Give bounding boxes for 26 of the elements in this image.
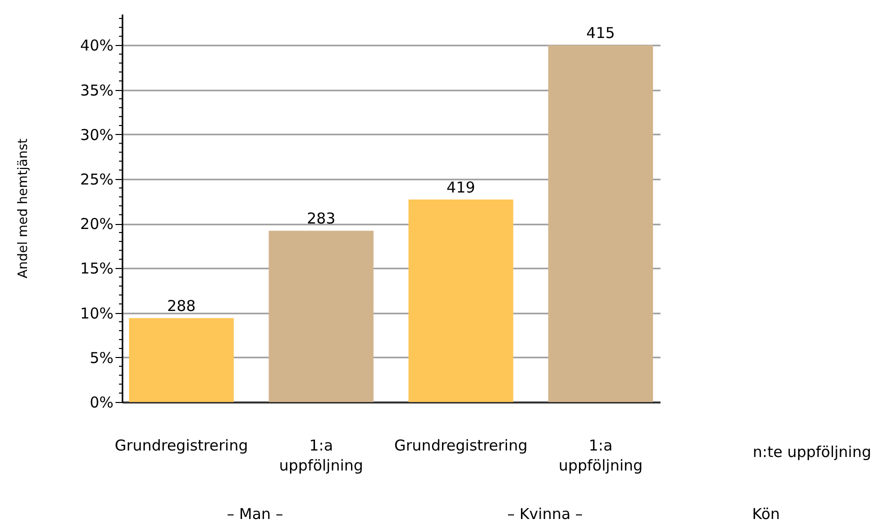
y-tick-label: 40% [80, 36, 114, 55]
y-axis-title: Andel med hemtjänst [16, 138, 32, 278]
y-tick-label: 5% [90, 348, 114, 367]
x-tick-label: Grundregistrering [114, 436, 248, 454]
bar [408, 200, 514, 402]
annotation: 419 [446, 178, 476, 197]
annotation: 283 [306, 210, 336, 228]
y-tick-label: 10% [80, 304, 114, 322]
text: – Man – [226, 505, 284, 523]
annotation: 415 [586, 24, 615, 42]
x-tick-label: Grundregistrering [394, 436, 528, 454]
text: – Kvinna – [507, 505, 583, 523]
text: n:te uppföljning [752, 443, 872, 461]
x-tick-label: 1:a uppföljning [558, 436, 643, 474]
bar [128, 318, 234, 402]
y-tick-label: 15% [80, 260, 114, 278]
y-tick-label: 35% [80, 81, 114, 100]
y-tick-label: 25% [80, 170, 114, 189]
text: Kön [752, 505, 780, 523]
y-tick-label: 20% [80, 215, 114, 234]
annotation: 288 [167, 297, 196, 316]
x-tick-label: 1:a uppföljning [279, 436, 364, 474]
bar [548, 45, 654, 402]
y-tick-label: 0% [90, 394, 114, 412]
y-tick-label: 30% [80, 126, 114, 144]
bar [268, 230, 374, 402]
